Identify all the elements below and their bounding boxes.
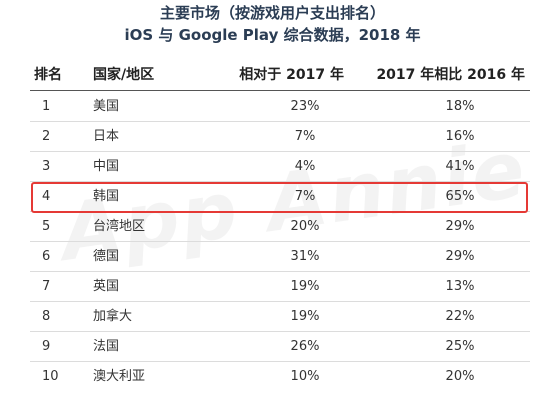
row-separator	[30, 301, 530, 302]
table-row: 7 英国 19% 13%	[30, 272, 530, 302]
country-cell: 美国	[93, 99, 120, 114]
row-separator	[30, 151, 530, 152]
growth-2017-vs-2016-cell: 20%	[445, 369, 475, 384]
table-row: 3 中国 4% 41%	[30, 152, 530, 182]
country-cell: 英国	[93, 279, 120, 294]
growth-vs-2017-cell: 19%	[290, 309, 320, 324]
rank-cell: 5	[42, 219, 51, 234]
table-row: 5 台湾地区 20% 29%	[30, 212, 530, 242]
rank-cell: 1	[42, 99, 51, 114]
row-separator	[30, 361, 530, 362]
row-separator	[30, 241, 530, 242]
rank-cell: 4	[42, 189, 51, 204]
rank-cell: 3	[42, 159, 51, 174]
growth-vs-2017-cell: 31%	[290, 249, 320, 264]
growth-2017-vs-2016-cell: 65%	[445, 189, 475, 204]
table-row: 8 加拿大 19% 22%	[30, 302, 530, 332]
highlight-box-korea	[31, 182, 528, 213]
country-cell: 台湾地区	[93, 219, 146, 234]
column-header-rank: 排名	[34, 67, 62, 83]
country-cell: 中国	[93, 159, 120, 174]
row-separator	[30, 271, 530, 272]
rank-cell: 7	[42, 279, 51, 294]
table-row: 10 澳大利亚 10% 20%	[30, 362, 530, 392]
growth-vs-2017-cell: 20%	[290, 219, 320, 234]
growth-vs-2017-cell: 19%	[290, 279, 320, 294]
row-separator	[30, 121, 530, 122]
rank-cell: 10	[42, 369, 59, 384]
growth-vs-2017-cell: 23%	[290, 99, 320, 114]
rank-cell: 8	[42, 309, 51, 324]
country-cell: 日本	[93, 129, 120, 144]
table-row: 2 日本 7% 16%	[30, 122, 530, 152]
growth-2017-vs-2016-cell: 13%	[445, 279, 475, 294]
row-separator	[30, 181, 530, 182]
growth-vs-2017-cell: 7%	[294, 129, 316, 144]
growth-2017-vs-2016-cell: 41%	[445, 159, 475, 174]
growth-2017-vs-2016-cell: 16%	[445, 129, 475, 144]
growth-vs-2017-cell: 26%	[290, 339, 320, 354]
column-header-vs-2016: 2017 年相比 2016 年	[376, 67, 525, 83]
growth-vs-2017-cell: 10%	[290, 369, 320, 384]
growth-vs-2017-cell: 7%	[294, 189, 316, 204]
column-header-vs-2017: 相对于 2017 年	[239, 67, 344, 83]
country-cell: 德国	[93, 249, 120, 264]
country-cell: 澳大利亚	[93, 369, 146, 384]
table-row: 6 德国 31% 29%	[30, 242, 530, 272]
growth-2017-vs-2016-cell: 29%	[445, 249, 475, 264]
chart-subtitle: iOS 与 Google Play 综合数据，2018 年	[124, 26, 421, 44]
country-cell: 加拿大	[93, 309, 133, 324]
table-row: 9 法国 26% 25%	[30, 332, 530, 362]
country-cell: 韩国	[93, 189, 120, 204]
growth-2017-vs-2016-cell: 18%	[445, 99, 475, 114]
rank-cell: 6	[42, 249, 51, 264]
table-row: 1 美国 23% 18%	[30, 92, 530, 122]
growth-vs-2017-cell: 4%	[294, 159, 316, 174]
row-separator	[30, 331, 530, 332]
column-header-country: 国家/地区	[93, 67, 155, 83]
growth-2017-vs-2016-cell: 22%	[445, 309, 475, 324]
rank-cell: 9	[42, 339, 51, 354]
header-divider	[30, 90, 530, 91]
country-cell: 法国	[93, 339, 120, 354]
chart-title: 主要市场（按游戏用户支出排名）	[159, 4, 385, 22]
growth-2017-vs-2016-cell: 25%	[445, 339, 475, 354]
growth-2017-vs-2016-cell: 29%	[445, 219, 475, 234]
rank-cell: 2	[42, 129, 51, 144]
